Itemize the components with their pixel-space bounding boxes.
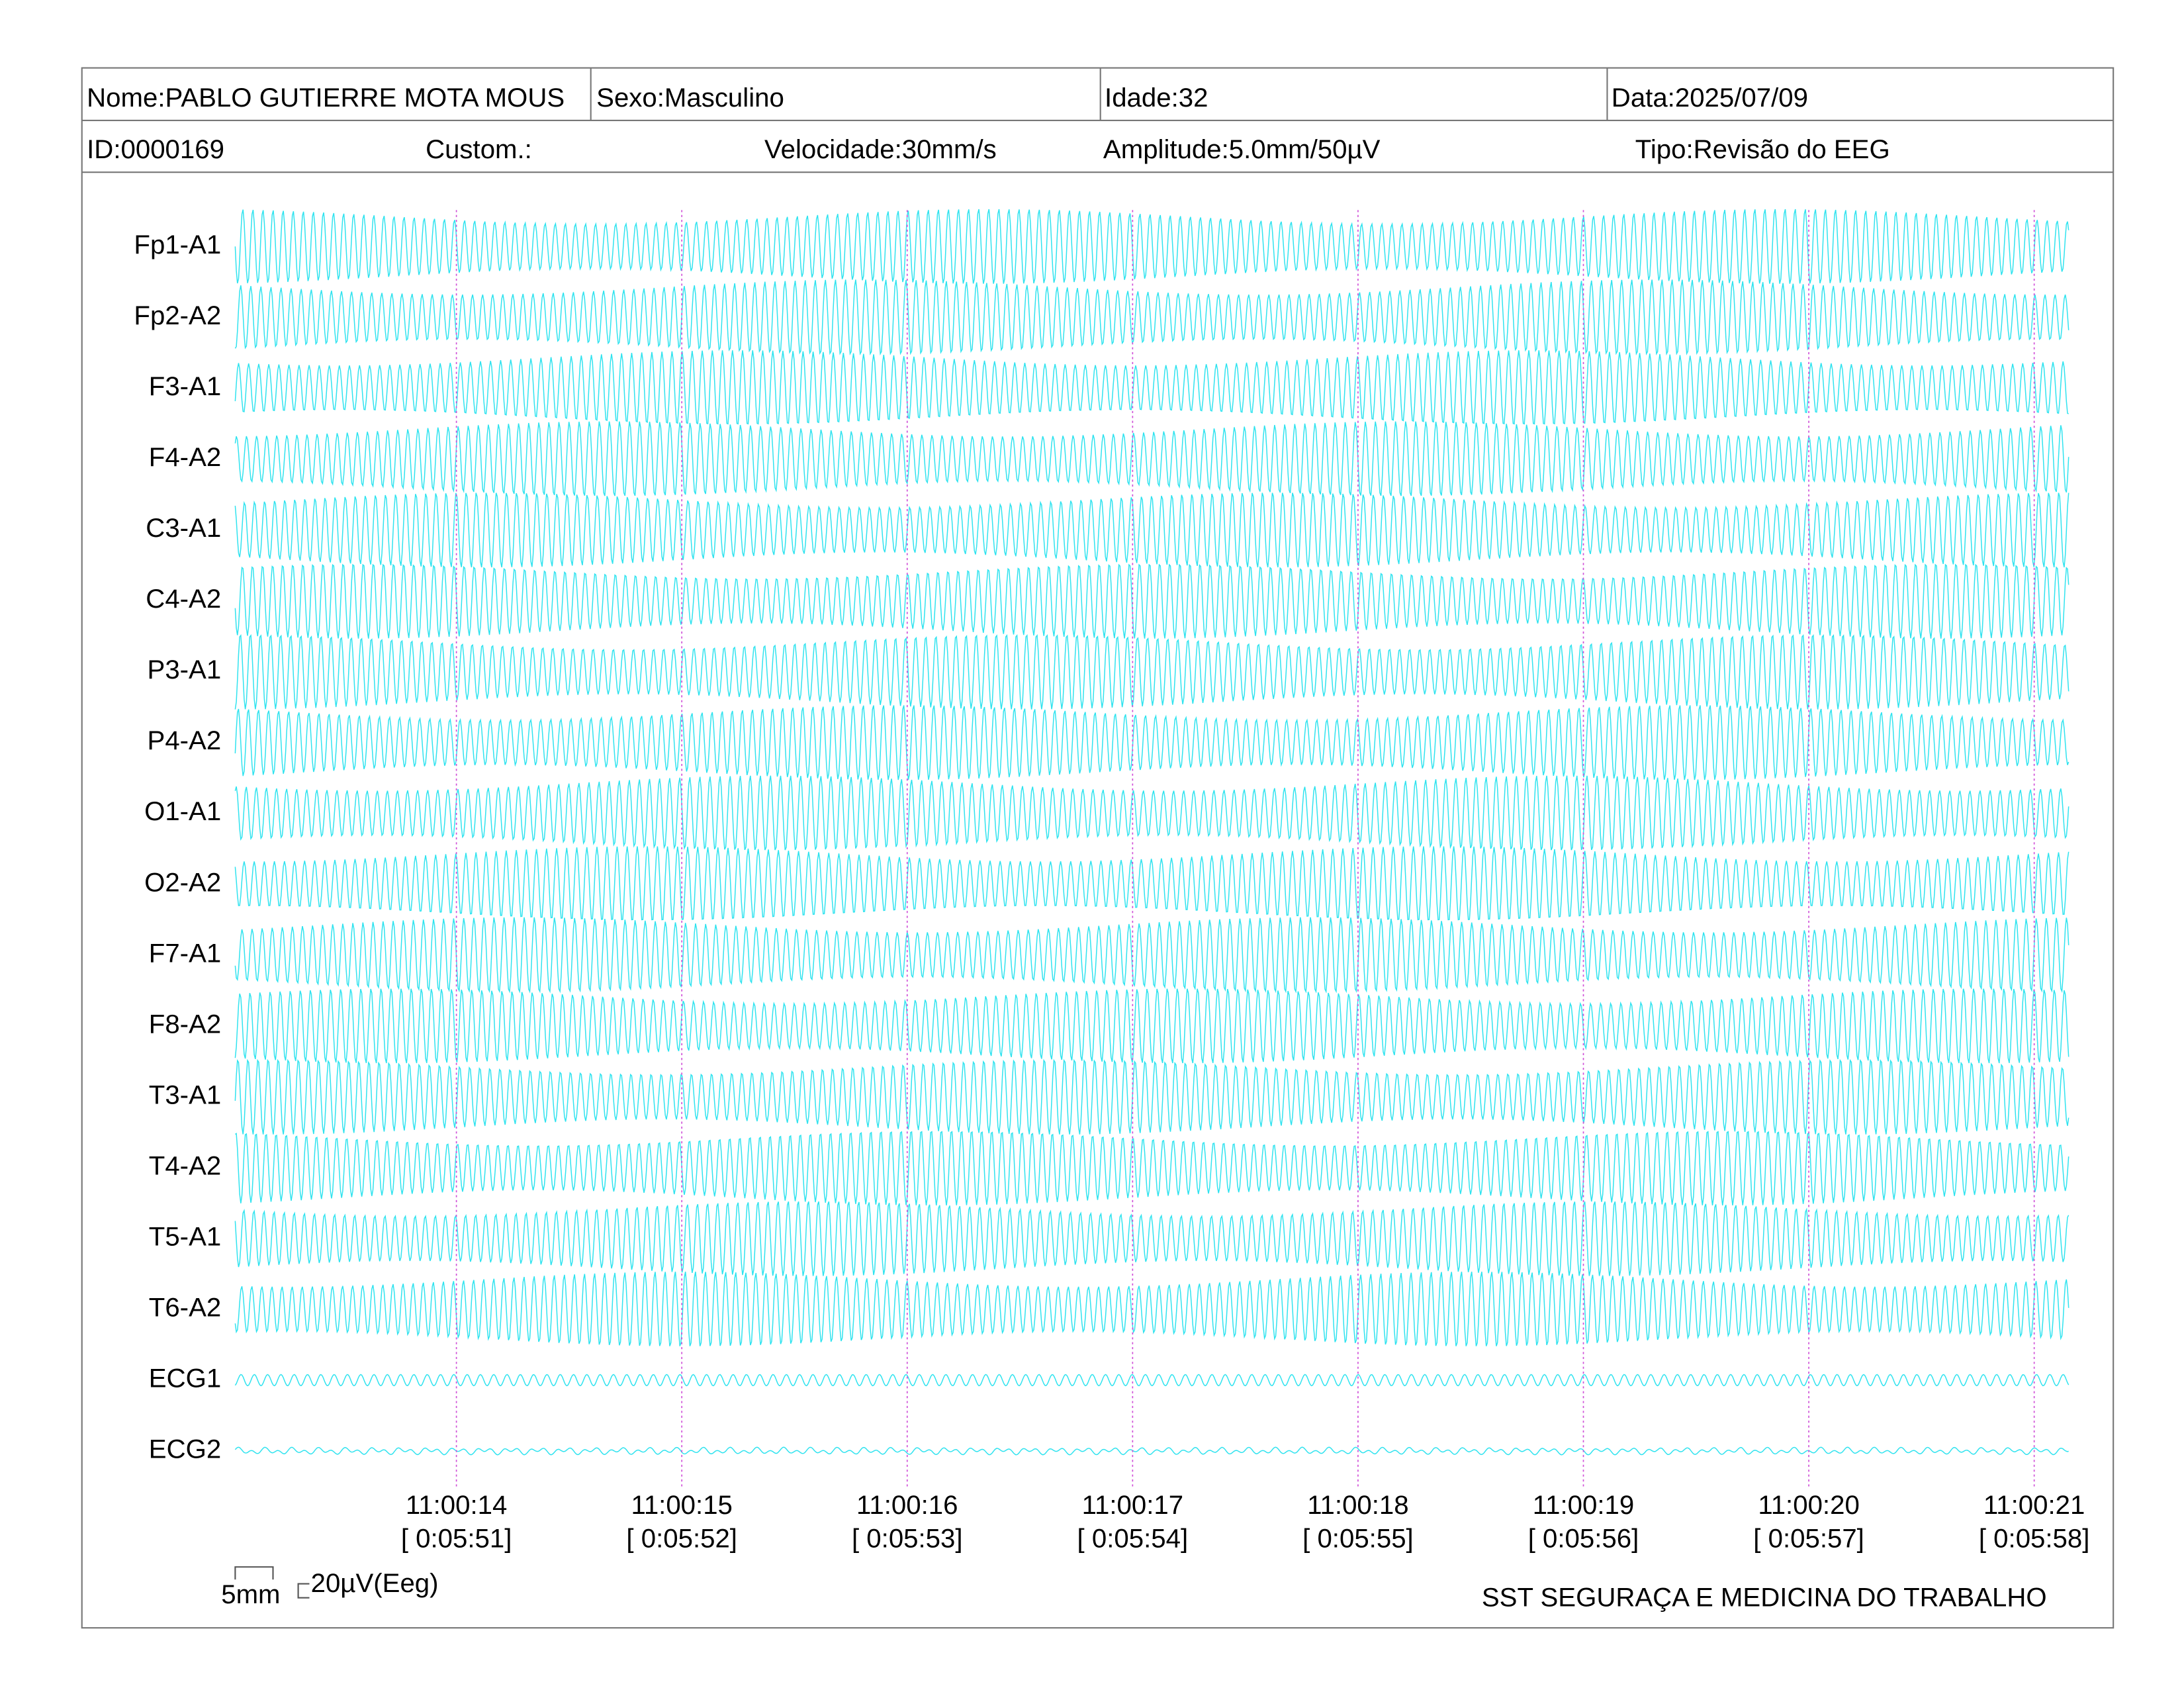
border xyxy=(81,67,2115,1629)
eeg-trace xyxy=(234,209,2070,284)
eeg-trace xyxy=(234,1131,2070,1206)
eeg-trace xyxy=(234,705,2070,780)
eeg-trace xyxy=(234,775,2070,851)
time-label: 11:00:19 xyxy=(1533,1490,1634,1520)
channel-label: T6-A2 xyxy=(149,1292,221,1322)
scale-bar-amplitude xyxy=(297,1583,310,1599)
scale-bar-length xyxy=(234,1566,274,1580)
elapsed-label: [ 0:05:57] xyxy=(1753,1524,1864,1554)
eeg-trace xyxy=(234,634,2070,710)
patient-sex: Sexo:Masculino xyxy=(596,83,784,113)
elapsed-label: [ 0:05:56] xyxy=(1528,1524,1639,1554)
channel-label: O1-A1 xyxy=(144,796,221,826)
time-label: 11:00:20 xyxy=(1758,1490,1859,1520)
channel-label: P4-A2 xyxy=(148,726,222,755)
time-label: 11:00:17 xyxy=(1082,1490,1183,1520)
time-label: 11:00:16 xyxy=(856,1490,958,1520)
eeg-trace xyxy=(234,563,2070,639)
eeg-trace xyxy=(234,988,2070,1064)
eeg-trace xyxy=(234,917,2070,994)
eeg-trace xyxy=(234,1374,2070,1387)
channel-label: O2-A2 xyxy=(144,867,221,897)
channel-label: F4-A2 xyxy=(149,442,221,472)
elapsed-label: [ 0:05:54] xyxy=(1077,1524,1189,1554)
patient-name: Nome:PABLO GUTIERRE MOTA MOUS xyxy=(87,83,565,113)
time-label: 11:00:14 xyxy=(406,1490,507,1520)
exam-type: Tipo:Revisão do EEG xyxy=(1635,134,1890,164)
channel-label: Fp1-A1 xyxy=(134,230,221,259)
channel-label: T3-A1 xyxy=(149,1080,221,1109)
custom-field: Custom.: xyxy=(426,134,532,164)
channel-label: T5-A1 xyxy=(149,1221,221,1251)
channel-label: T4-A2 xyxy=(149,1150,221,1180)
footer: SST SEGURAÇA E MEDICINA DO TRABALHO xyxy=(1482,1582,2047,1612)
elapsed-label: [ 0:05:52] xyxy=(626,1524,737,1554)
channel-label: ECG2 xyxy=(149,1434,221,1464)
channel-label: C3-A1 xyxy=(146,513,221,543)
speed: Velocidade:30mm/s xyxy=(764,134,997,164)
eeg-trace xyxy=(234,492,2070,568)
channel-label: ECG1 xyxy=(149,1364,221,1393)
time-label: 11:00:15 xyxy=(631,1490,732,1520)
eeg-trace xyxy=(234,1058,2070,1135)
eeg-trace xyxy=(234,350,2069,425)
channel-label: C4-A2 xyxy=(146,584,221,614)
patient-age: Idade:32 xyxy=(1105,83,1208,113)
channel-label: P3-A1 xyxy=(148,655,222,684)
elapsed-label: [ 0:05:55] xyxy=(1302,1524,1414,1554)
eeg-trace xyxy=(234,1201,2070,1276)
eeg-trace xyxy=(234,421,2070,496)
channel-label: F7-A1 xyxy=(149,938,221,968)
scale-length: 5mm xyxy=(221,1579,280,1609)
channel-label: Fp2-A2 xyxy=(134,301,221,330)
scale-amplitude: 20µV(Eeg) xyxy=(311,1568,439,1598)
channel-label: F3-A1 xyxy=(149,371,221,401)
elapsed-label: [ 0:05:53] xyxy=(852,1524,963,1554)
amplitude: Amplitude:5.0mm/50µV xyxy=(1103,134,1381,164)
patient-id: ID:0000169 xyxy=(87,134,224,164)
eeg-trace xyxy=(234,1446,2069,1456)
eeg-trace xyxy=(234,279,2070,355)
elapsed-label: [ 0:05:51] xyxy=(401,1524,512,1554)
time-label: 11:00:18 xyxy=(1307,1490,1408,1520)
exam-date: Data:2025/07/09 xyxy=(1612,83,1808,113)
elapsed-label: [ 0:05:58] xyxy=(1979,1524,2090,1554)
eeg-trace xyxy=(234,846,2070,921)
eeg-trace xyxy=(234,1272,2070,1346)
time-label: 11:00:21 xyxy=(1983,1490,2085,1520)
channel-label: F8-A2 xyxy=(149,1009,221,1039)
